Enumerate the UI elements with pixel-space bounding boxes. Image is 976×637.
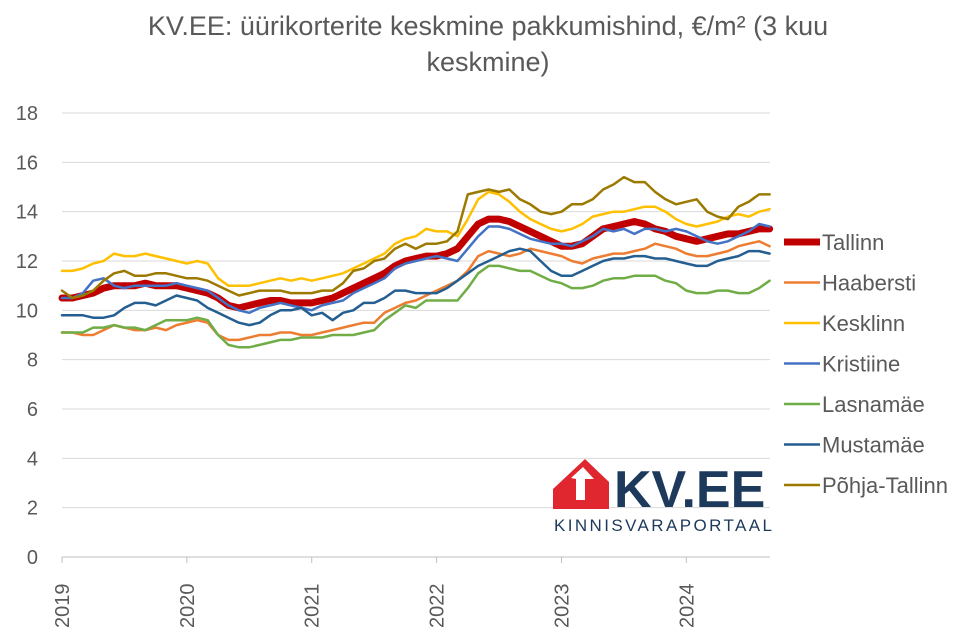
x-tick-label: 2020 — [177, 584, 199, 629]
series-line-tallinn — [58, 215, 774, 312]
x-tick-label: 2022 — [427, 584, 449, 629]
series-line-p-hja-tallinn — [60, 175, 771, 300]
x-tick-label: 2023 — [551, 584, 573, 629]
x-tick-label: 2024 — [676, 584, 698, 629]
logo-tagline: KINNISVARAPORTAAL — [554, 516, 774, 535]
y-tick-label: 6 — [27, 399, 38, 421]
legend-label: Kesklinn — [822, 311, 905, 336]
y-tick-label: 2 — [27, 498, 38, 520]
y-tick-label: 12 — [16, 251, 38, 273]
x-axis-ticks: 2019 2020 2021 2022 2023 2024 — [52, 557, 698, 628]
x-tick-label: 2019 — [52, 584, 74, 629]
series-line-kesklinn — [60, 190, 771, 287]
y-tick-label: 18 — [16, 103, 38, 125]
logo-brand: KV.EE — [614, 461, 765, 519]
legend-label: Lasnamäe — [822, 392, 925, 417]
y-tick-label: 14 — [16, 202, 38, 224]
series-line-lasnam-e — [60, 264, 771, 349]
kv-ee-logo: KV.EE KINNISVARAPORTAAL — [553, 459, 774, 535]
legend-label: Kristiine — [822, 352, 900, 377]
legend-label: Põhja-Tallinn — [822, 473, 948, 498]
legend-label: Haabersti — [822, 271, 916, 296]
y-tick-label: 8 — [27, 350, 38, 372]
y-tick-label: 16 — [16, 152, 38, 174]
chart-title-line-2: keskmine) — [426, 47, 550, 77]
y-tick-label: 0 — [27, 547, 38, 569]
house-icon — [553, 459, 609, 509]
chart-title-line-1: KV.EE: üürikorterite keskmine pakkumishi… — [147, 11, 829, 41]
y-axis-ticks: 0 2 4 6 8 10 12 14 16 18 — [16, 103, 38, 569]
x-tick-label: 2021 — [302, 584, 324, 629]
legend-label: Mustamäe — [822, 433, 925, 458]
series-line-haabersti — [60, 240, 771, 342]
chart-title: KV.EE: üürikorterite keskmine pakkumishi… — [0, 8, 976, 80]
series-lines — [58, 175, 774, 349]
legend: Tallinn Haabersti Kesklinn Kristiine Lasnamä… — [784, 230, 948, 498]
legend-label: Tallinn — [822, 230, 884, 255]
series-line-kristiine — [60, 222, 771, 315]
y-tick-label: 10 — [16, 300, 38, 322]
series-line-mustam-e — [60, 247, 771, 327]
y-tick-label: 4 — [27, 448, 38, 470]
